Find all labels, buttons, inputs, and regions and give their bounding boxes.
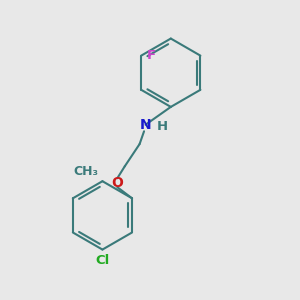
Text: N: N: [140, 118, 152, 132]
Text: CH₃: CH₃: [73, 165, 98, 178]
Text: F: F: [147, 49, 156, 62]
Text: O: O: [111, 176, 123, 190]
Text: H: H: [157, 120, 168, 133]
Text: Cl: Cl: [95, 254, 110, 267]
